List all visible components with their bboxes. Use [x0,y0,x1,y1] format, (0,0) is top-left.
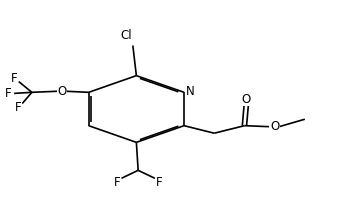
Text: Cl: Cl [120,29,131,42]
Text: O: O [242,93,251,106]
Text: N: N [186,85,195,98]
Text: F: F [11,72,18,85]
Text: F: F [15,101,22,114]
Text: F: F [113,176,120,189]
Text: F: F [4,87,11,100]
Text: F: F [156,176,163,189]
Text: O: O [270,120,279,133]
Text: O: O [57,85,67,98]
